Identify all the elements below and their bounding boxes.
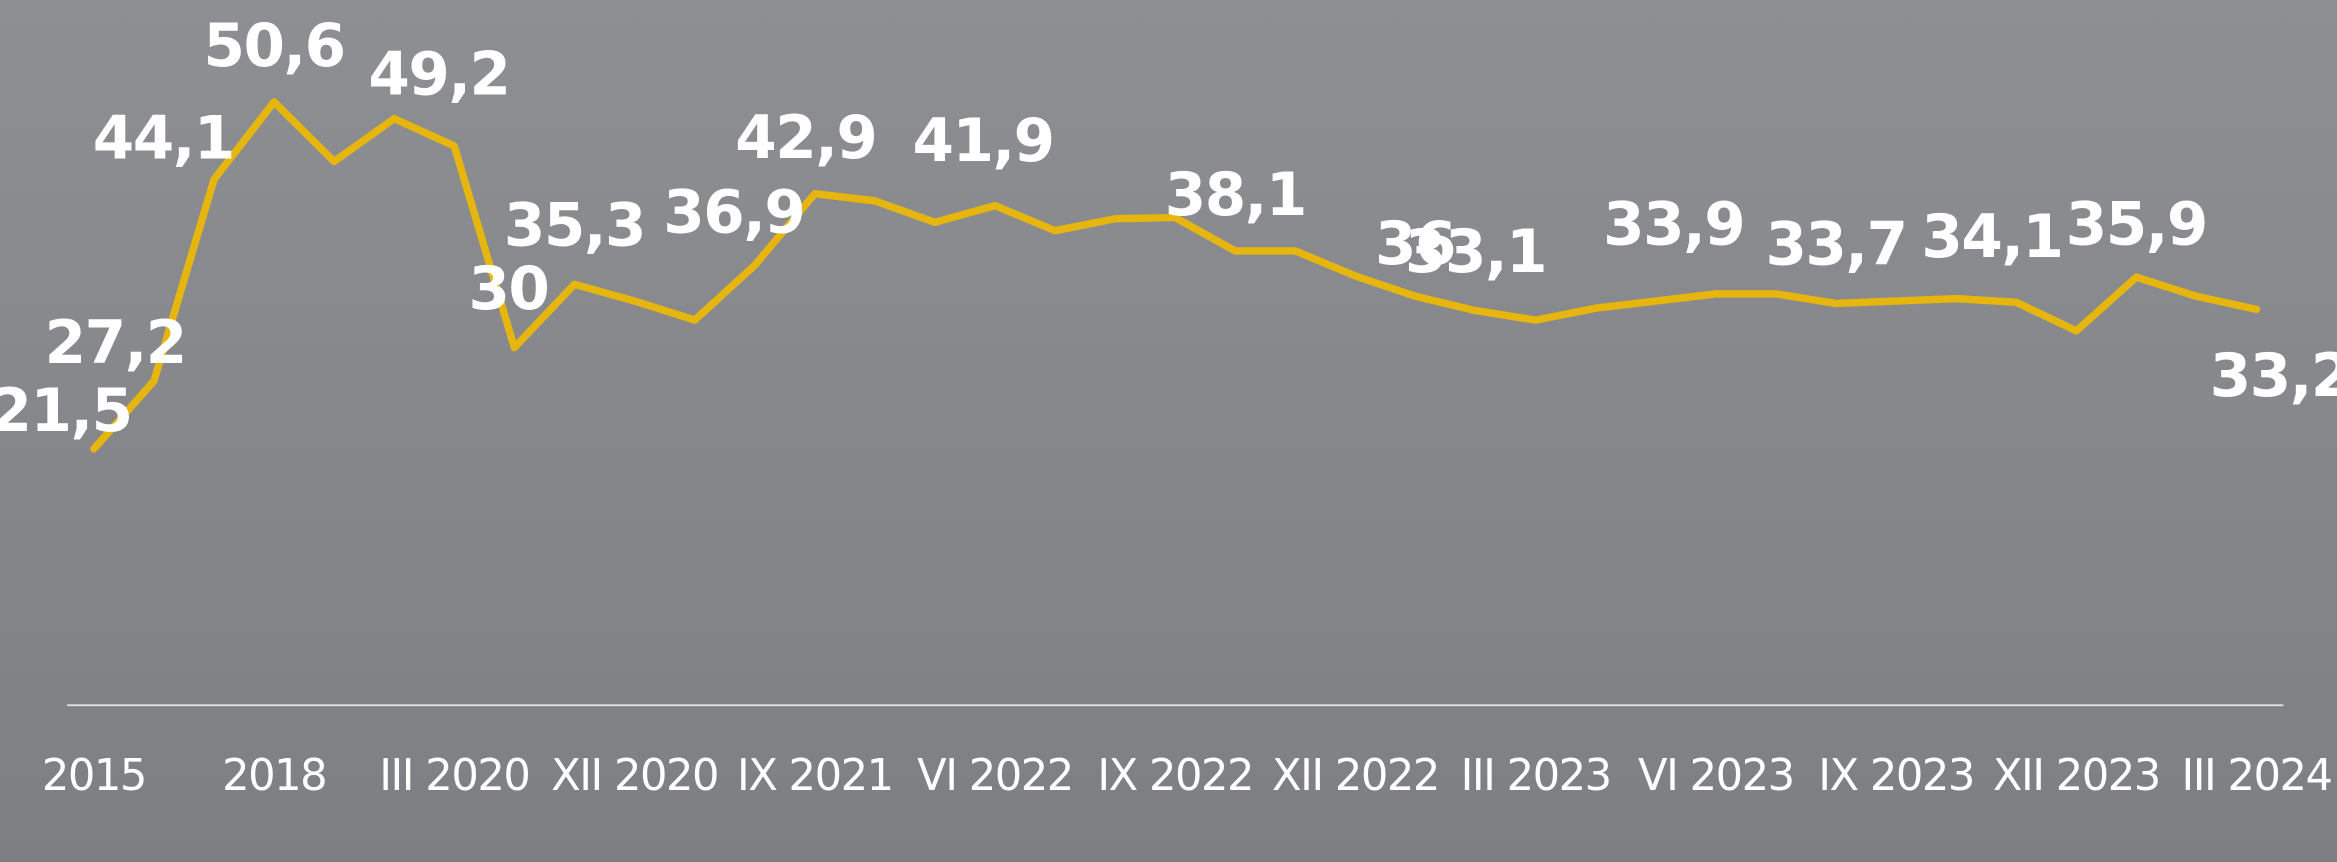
value-label: 33,9 — [1603, 190, 1744, 259]
x-tick-label: IX 2022 — [1097, 751, 1253, 801]
x-tick-label: III 2024 — [2181, 751, 2331, 801]
value-label: 33,2 — [2210, 342, 2337, 411]
value-label: 34,1 — [1921, 203, 2062, 272]
value-label: 33,1 — [1405, 218, 1546, 287]
value-label: 30 — [468, 255, 548, 324]
x-tick-label: 2015 — [42, 751, 146, 801]
x-tick-label: III 2023 — [1461, 751, 1611, 801]
value-label: 36,9 — [663, 178, 804, 247]
value-label: 42,9 — [735, 104, 876, 173]
x-tick-label: XII 2023 — [1993, 751, 2160, 801]
value-label: 49,2 — [368, 41, 509, 110]
x-tick-label: IX 2023 — [1818, 751, 1974, 801]
value-label: 36 — [1375, 210, 1455, 279]
x-tick-label: III 2020 — [379, 751, 529, 801]
value-label: 35,3 — [504, 192, 645, 261]
x-tick-label: 2018 — [222, 751, 326, 801]
value-label: 21,5 — [0, 377, 132, 446]
value-label: 35,9 — [2066, 190, 2207, 259]
x-tick-label: XII 2022 — [1272, 751, 1439, 801]
x-tick-label: IX 2021 — [737, 751, 893, 801]
value-label: 44,1 — [93, 105, 234, 174]
value-label: 50,6 — [204, 12, 345, 81]
value-label: 33,7 — [1765, 211, 1906, 280]
data-line — [90, 98, 2261, 453]
x-tick-label: VI 2022 — [917, 751, 1073, 801]
x-tick-label: XII 2020 — [551, 751, 718, 801]
x-tick-label: VI 2023 — [1638, 751, 1794, 801]
value-label: 27,2 — [45, 309, 186, 378]
value-label: 38,1 — [1165, 161, 1306, 230]
value-label: 41,9 — [913, 107, 1054, 176]
